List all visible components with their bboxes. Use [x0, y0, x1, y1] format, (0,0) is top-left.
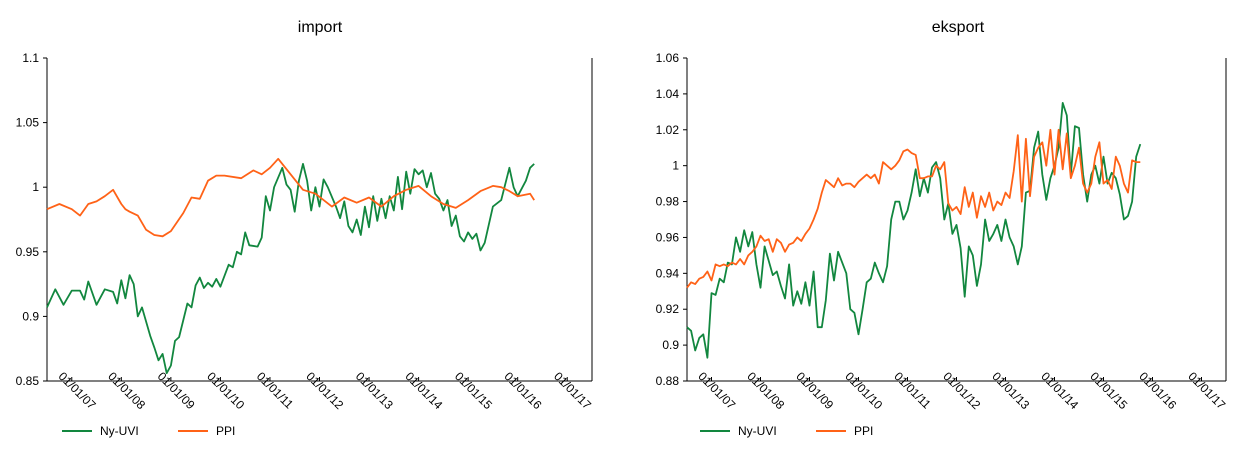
x-tick-label: 01/01/09 [155, 369, 198, 412]
y-tick-label: 1 [672, 159, 679, 173]
x-tick-label: 01/01/15 [452, 369, 495, 412]
eksport-chart: eksport 0.88 0.9 0.92 0.94 0.96 0.98 1 1.02 1.04 1… [656, 19, 1229, 438]
chart-title: import [298, 19, 343, 36]
x-tick-label: 01/01/14 [1038, 369, 1081, 412]
y-tick-label: 1.05 [16, 116, 40, 130]
y-tick-label: 0.96 [656, 230, 680, 244]
y-tick-label: 1.1 [22, 51, 39, 65]
legend-label: Ny-UVI [100, 424, 139, 438]
x-tick-label: 01/01/16 [502, 369, 545, 412]
series-line-ppi [686, 128, 1141, 289]
x-tick-label: 01/01/08 [105, 369, 148, 412]
legend-label: Ny-UVI [738, 424, 777, 438]
legend-label: PPI [854, 424, 873, 438]
x-tick-label: 01/01/17 [1185, 369, 1228, 412]
x-tick-label: 01/01/12 [940, 369, 983, 412]
x-tick-label: 01/01/10 [204, 369, 247, 412]
x-tick-label: 01/01/13 [353, 369, 396, 412]
series-line-ppi [46, 157, 535, 238]
y-tick-label: 0.92 [656, 302, 680, 316]
chart-title: eksport [932, 19, 985, 36]
series-line-ny-uvi [686, 102, 1142, 359]
x-tick-label: 01/01/15 [1087, 369, 1130, 412]
y-tick-label: 0.98 [656, 195, 680, 209]
x-tick-label: 01/01/09 [793, 369, 836, 412]
x-tick-label: 01/01/07 [56, 369, 99, 412]
x-tick-label: 01/01/16 [1136, 369, 1179, 412]
x-tick-label: 01/01/11 [891, 369, 934, 412]
x-tick-label: 01/01/11 [254, 369, 297, 412]
x-tick-label: 01/01/12 [303, 369, 346, 412]
y-tick-label: 0.85 [16, 374, 40, 388]
x-tick-label: 01/01/10 [842, 369, 885, 412]
series-line-ny-uvi [46, 162, 535, 375]
x-tick-label: 01/01/14 [402, 369, 445, 412]
y-tick-label: 0.9 [22, 309, 39, 323]
y-tick-label: 0.94 [656, 266, 680, 280]
x-tick-label: 01/01/08 [744, 369, 787, 412]
x-tick-label: 01/01/17 [551, 369, 594, 412]
y-tick-label: 0.95 [16, 245, 40, 259]
y-tick-label: 1 [32, 180, 39, 194]
legend-label: PPI [216, 424, 235, 438]
y-tick-label: 1.06 [656, 51, 680, 65]
y-tick-label: 0.9 [662, 338, 679, 352]
y-tick-label: 0.88 [656, 374, 680, 388]
y-tick-label: 1.04 [656, 87, 680, 101]
x-tick-label: 01/01/13 [989, 369, 1032, 412]
x-tick-label: 01/01/07 [695, 369, 738, 412]
y-tick-label: 1.02 [656, 123, 680, 137]
